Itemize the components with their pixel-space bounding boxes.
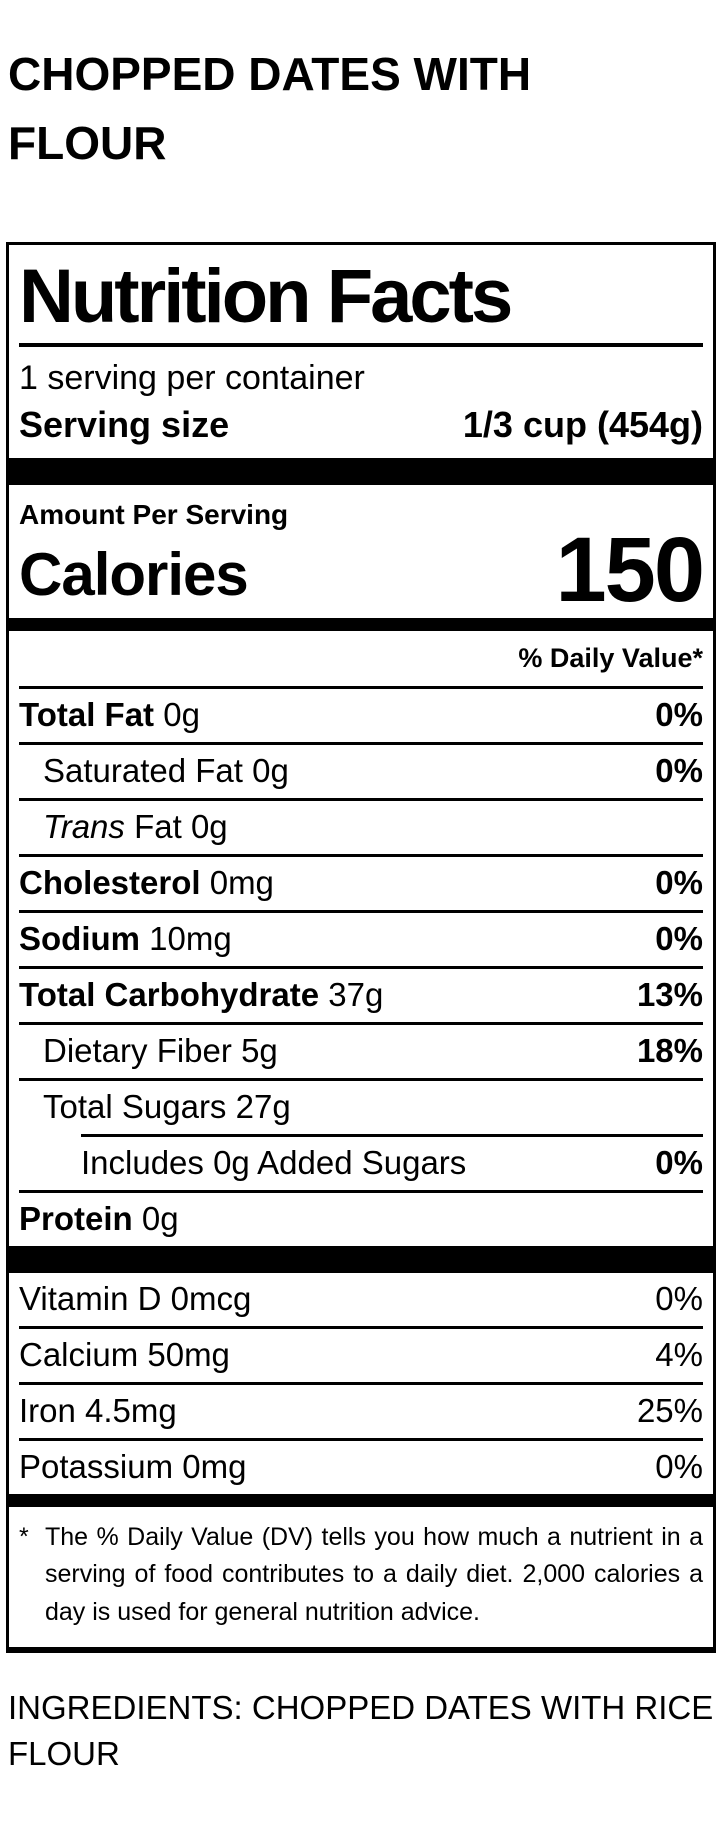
- nutrient-name-amount: Sodium 10mg: [19, 920, 232, 959]
- nutrient-amount: 27g: [235, 1088, 291, 1125]
- nutrient-amount: 0g: [163, 696, 200, 734]
- servings-per-container: 1 serving per container: [19, 359, 365, 397]
- medium-separator-bar: [9, 1493, 713, 1507]
- medium-separator-bar: [9, 618, 713, 632]
- nutrient-row-added-sugars: Includes 0g Added Sugars 0%: [19, 1137, 703, 1193]
- vitamin-row-iron: Iron 4.5mg 25%: [19, 1385, 703, 1441]
- nutrition-facts-label: Nutrition Facts 1 serving per container …: [6, 242, 716, 1654]
- heading-divider: [19, 343, 703, 347]
- nutrient-name-amount: Dietary Fiber 5g: [43, 1032, 278, 1071]
- vitamin-row-vitamin-d: Vitamin D 0mcg 0%: [19, 1273, 703, 1329]
- vitamin-dv: 0%: [655, 1447, 703, 1485]
- nutrient-row-dietary-fiber: Dietary Fiber 5g 18%: [19, 1025, 703, 1081]
- thick-separator-bar: [9, 1245, 713, 1273]
- nutrient-row-protein: Protein 0g: [19, 1193, 703, 1246]
- page: CHOPPED DATES WITH FLOUR Nutrition Facts…: [0, 40, 722, 1777]
- calories-label: Calories: [19, 541, 249, 609]
- nutrient-row-trans-fat: Trans Fat 0g: [19, 801, 703, 858]
- nutrient-amount: 0g: [141, 1199, 179, 1237]
- nutrient-name-amount: Total Sugars 27g: [43, 1088, 291, 1127]
- nutrient-name: Total Fat: [19, 696, 155, 734]
- nutrient-dv: 0%: [655, 1143, 703, 1181]
- nutrient-name: Sodium: [19, 920, 140, 958]
- nutrient-name-amount: Protein 0g: [19, 1200, 179, 1239]
- nutrient-row-total-sugars: Total Sugars 27g: [19, 1081, 703, 1134]
- nutrient-name: Total Sugars: [43, 1088, 227, 1125]
- nutrient-name-amount: Total Fat 0g: [19, 696, 200, 735]
- serving-size-row: Serving size 1/3 cup (454g): [9, 398, 713, 458]
- amount-per-serving-label: Amount Per Serving: [19, 499, 289, 530]
- footnote-text: The % Daily Value (DV) tells you how muc…: [45, 1522, 703, 1626]
- ingredients-text: INGREDIENTS: CHOPPED DATES WITH RICE FLO…: [8, 1689, 714, 1773]
- daily-value-header: % Daily Value*: [19, 631, 703, 690]
- vitamin-dv: 25%: [636, 1391, 703, 1429]
- calories-value: 150: [555, 519, 705, 621]
- vitamin-dv: 0%: [655, 1279, 703, 1317]
- nutrient-name-amount: Cholesterol 0mg: [19, 864, 274, 903]
- serving-size-label: Serving size: [19, 404, 230, 445]
- product-title: CHOPPED DATES WITH FLOUR: [8, 48, 532, 169]
- vitamin-dv: 4%: [655, 1335, 703, 1373]
- nutrient-amount: 10mg: [149, 920, 232, 958]
- nutrient-row-cholesterol: Cholesterol 0mg 0%: [19, 857, 703, 914]
- vitamin-name-amount: Iron 4.5mg: [19, 1391, 177, 1429]
- nutrient-row-saturated-fat: Saturated Fat 0g 0%: [19, 745, 703, 802]
- nutrient-name: Saturated Fat: [43, 752, 243, 790]
- nutrient-name-amount: Trans Fat 0g: [43, 808, 228, 847]
- nutrient-name-amount: Total Carbohydrate 37g: [19, 976, 383, 1015]
- vitamin-row-calcium: Calcium 50mg 4%: [19, 1329, 703, 1385]
- nutrient-name-amount: Saturated Fat 0g: [43, 752, 289, 791]
- nutrient-amount: 0mg: [209, 864, 274, 902]
- calories-row: Calories 150: [9, 519, 713, 621]
- nutrient-name: Protein: [19, 1199, 133, 1237]
- nutrition-facts-heading: Nutrition Facts: [19, 254, 513, 339]
- nutrient-amount: 0g: [190, 808, 228, 846]
- nutrient-dv: 13%: [636, 976, 703, 1014]
- footnote-asterisk: *: [19, 1522, 29, 1551]
- nutrient-name: Fat: [134, 808, 182, 846]
- nutrient-row-total-carbohydrate: Total Carbohydrate 37g 13%: [19, 969, 703, 1026]
- thick-separator-bar: [9, 458, 713, 485]
- serving-size-value: 1/3 cup (454g): [462, 404, 703, 445]
- vitamin-row-potassium: Potassium 0mg 0%: [19, 1441, 703, 1494]
- nutrient-row-total-fat: Total Fat 0g 0%: [19, 689, 703, 746]
- nutrient-dv: 0%: [655, 696, 703, 734]
- nutrient-amount: 37g: [328, 976, 384, 1014]
- nutrient-amount: 5g: [241, 1032, 278, 1070]
- nutrient-dv: 0%: [655, 920, 703, 958]
- nutrient-name: Total Carbohydrate: [19, 976, 320, 1014]
- nutrient-amount: 0g: [252, 752, 289, 790]
- footnote: * The % Daily Value (DV) tells you how m…: [9, 1507, 713, 1648]
- nutrient-dv: 18%: [636, 1032, 703, 1070]
- nutrient-dv: 0%: [655, 752, 703, 790]
- vitamin-name-amount: Vitamin D 0mcg: [19, 1279, 252, 1317]
- nutrient-name: Dietary Fiber: [43, 1032, 232, 1070]
- vitamin-name-amount: Calcium 50mg: [19, 1335, 230, 1373]
- nutrient-name: Cholesterol: [19, 864, 201, 902]
- nutrient-dv: 0%: [655, 864, 703, 902]
- indented-separator: [81, 1133, 703, 1137]
- vitamin-name-amount: Potassium 0mg: [19, 1447, 247, 1485]
- nutrient-row-sodium: Sodium 10mg 0%: [19, 913, 703, 970]
- nutrient-name-amount: Includes 0g Added Sugars: [81, 1143, 467, 1181]
- nutrient-name-italic: Trans: [43, 808, 125, 846]
